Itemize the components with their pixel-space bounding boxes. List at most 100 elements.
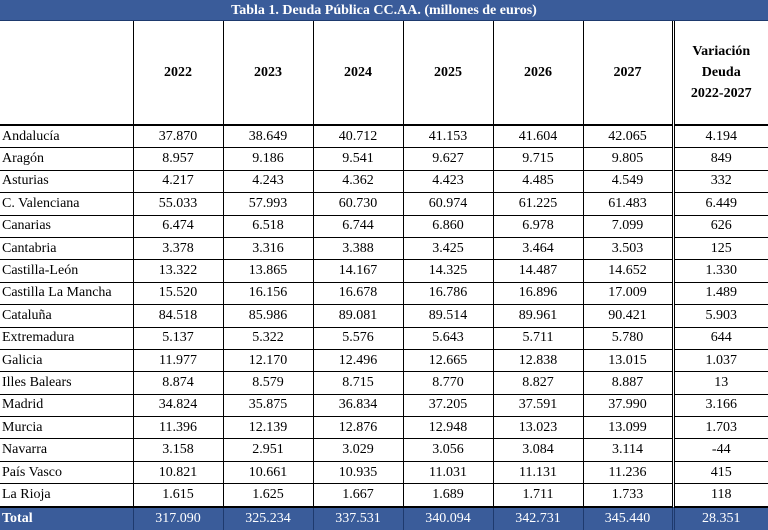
debt-value-cell: 5.780	[583, 327, 673, 349]
debt-value-cell: 14.167	[313, 260, 403, 282]
header-variation-line: Deuda	[675, 62, 768, 83]
variation-cell: 1.703	[673, 417, 768, 439]
debt-value-cell: 12.665	[403, 349, 493, 371]
debt-value-cell: 12.948	[403, 417, 493, 439]
debt-value-cell: 14.325	[403, 260, 493, 282]
debt-table: 2022 2023 2024 2025 2026 2027 Variación …	[0, 21, 768, 530]
debt-value-cell: 4.485	[493, 170, 583, 192]
debt-value-cell: 1.625	[223, 484, 313, 507]
debt-value-cell: 89.961	[493, 305, 583, 327]
debt-value-cell: 3.316	[223, 237, 313, 259]
debt-value-cell: 90.421	[583, 305, 673, 327]
debt-value-cell: 5.711	[493, 327, 583, 349]
header-row: 2022 2023 2024 2025 2026 2027 Variación …	[0, 21, 768, 125]
variation-cell: -44	[673, 439, 768, 461]
total-label: Total	[0, 507, 133, 530]
debt-value-cell: 8.579	[223, 372, 313, 394]
debt-value-cell: 7.099	[583, 215, 673, 237]
variation-cell: 4.194	[673, 125, 768, 148]
debt-value-cell: 61.225	[493, 193, 583, 215]
variation-cell: 13	[673, 372, 768, 394]
debt-value-cell: 85.986	[223, 305, 313, 327]
debt-value-cell: 13.015	[583, 349, 673, 371]
total-cell: 317.090	[133, 507, 223, 530]
debt-value-cell: 16.678	[313, 282, 403, 304]
debt-value-cell: 16.896	[493, 282, 583, 304]
debt-value-cell: 60.974	[403, 193, 493, 215]
total-variation: 28.351	[673, 507, 768, 530]
variation-cell: 1.330	[673, 260, 768, 282]
region-name: Cataluña	[0, 305, 133, 327]
region-name: País Vasco	[0, 461, 133, 483]
debt-value-cell: 36.834	[313, 394, 403, 416]
debt-value-cell: 6.860	[403, 215, 493, 237]
debt-value-cell: 12.496	[313, 349, 403, 371]
header-year: 2026	[493, 21, 583, 125]
debt-value-cell: 89.081	[313, 305, 403, 327]
debt-value-cell: 11.396	[133, 417, 223, 439]
debt-value-cell: 9.715	[493, 148, 583, 170]
header-variation-line: 2022-2027	[675, 83, 768, 104]
debt-value-cell: 8.770	[403, 372, 493, 394]
table-footer: Total 317.090 325.234 337.531 340.094 34…	[0, 507, 768, 530]
debt-value-cell: 4.217	[133, 170, 223, 192]
debt-value-cell: 41.153	[403, 125, 493, 148]
debt-value-cell: 35.875	[223, 394, 313, 416]
debt-value-cell: 6.518	[223, 215, 313, 237]
debt-value-cell: 10.821	[133, 461, 223, 483]
debt-value-cell: 38.649	[223, 125, 313, 148]
header-variation-line: Variación	[675, 41, 768, 62]
header-year: 2027	[583, 21, 673, 125]
debt-value-cell: 9.627	[403, 148, 493, 170]
debt-value-cell: 3.114	[583, 439, 673, 461]
debt-value-cell: 17.009	[583, 282, 673, 304]
header-region	[0, 21, 133, 125]
debt-value-cell: 14.487	[493, 260, 583, 282]
debt-value-cell: 9.805	[583, 148, 673, 170]
debt-value-cell: 13.099	[583, 417, 673, 439]
debt-value-cell: 12.170	[223, 349, 313, 371]
debt-value-cell: 61.483	[583, 193, 673, 215]
region-name: La Rioja	[0, 484, 133, 507]
debt-value-cell: 37.591	[493, 394, 583, 416]
total-cell: 337.531	[313, 507, 403, 530]
debt-value-cell: 10.935	[313, 461, 403, 483]
debt-value-cell: 8.874	[133, 372, 223, 394]
variation-cell: 6.449	[673, 193, 768, 215]
debt-value-cell: 11.977	[133, 349, 223, 371]
debt-value-cell: 3.056	[403, 439, 493, 461]
variation-cell: 849	[673, 148, 768, 170]
debt-value-cell: 9.186	[223, 148, 313, 170]
debt-value-cell: 55.033	[133, 193, 223, 215]
debt-value-cell: 4.243	[223, 170, 313, 192]
debt-value-cell: 3.378	[133, 237, 223, 259]
debt-value-cell: 6.744	[313, 215, 403, 237]
variation-cell: 415	[673, 461, 768, 483]
debt-value-cell: 4.362	[313, 170, 403, 192]
debt-value-cell: 9.541	[313, 148, 403, 170]
debt-value-cell: 5.576	[313, 327, 403, 349]
region-name: Andalucía	[0, 125, 133, 148]
debt-value-cell: 11.236	[583, 461, 673, 483]
region-name: Madrid	[0, 394, 133, 416]
header-year: 2023	[223, 21, 313, 125]
total-cell: 340.094	[403, 507, 493, 530]
region-name: Navarra	[0, 439, 133, 461]
debt-value-cell: 34.824	[133, 394, 223, 416]
debt-value-cell: 14.652	[583, 260, 673, 282]
variation-cell: 1.489	[673, 282, 768, 304]
debt-value-cell: 3.029	[313, 439, 403, 461]
debt-value-cell: 57.993	[223, 193, 313, 215]
